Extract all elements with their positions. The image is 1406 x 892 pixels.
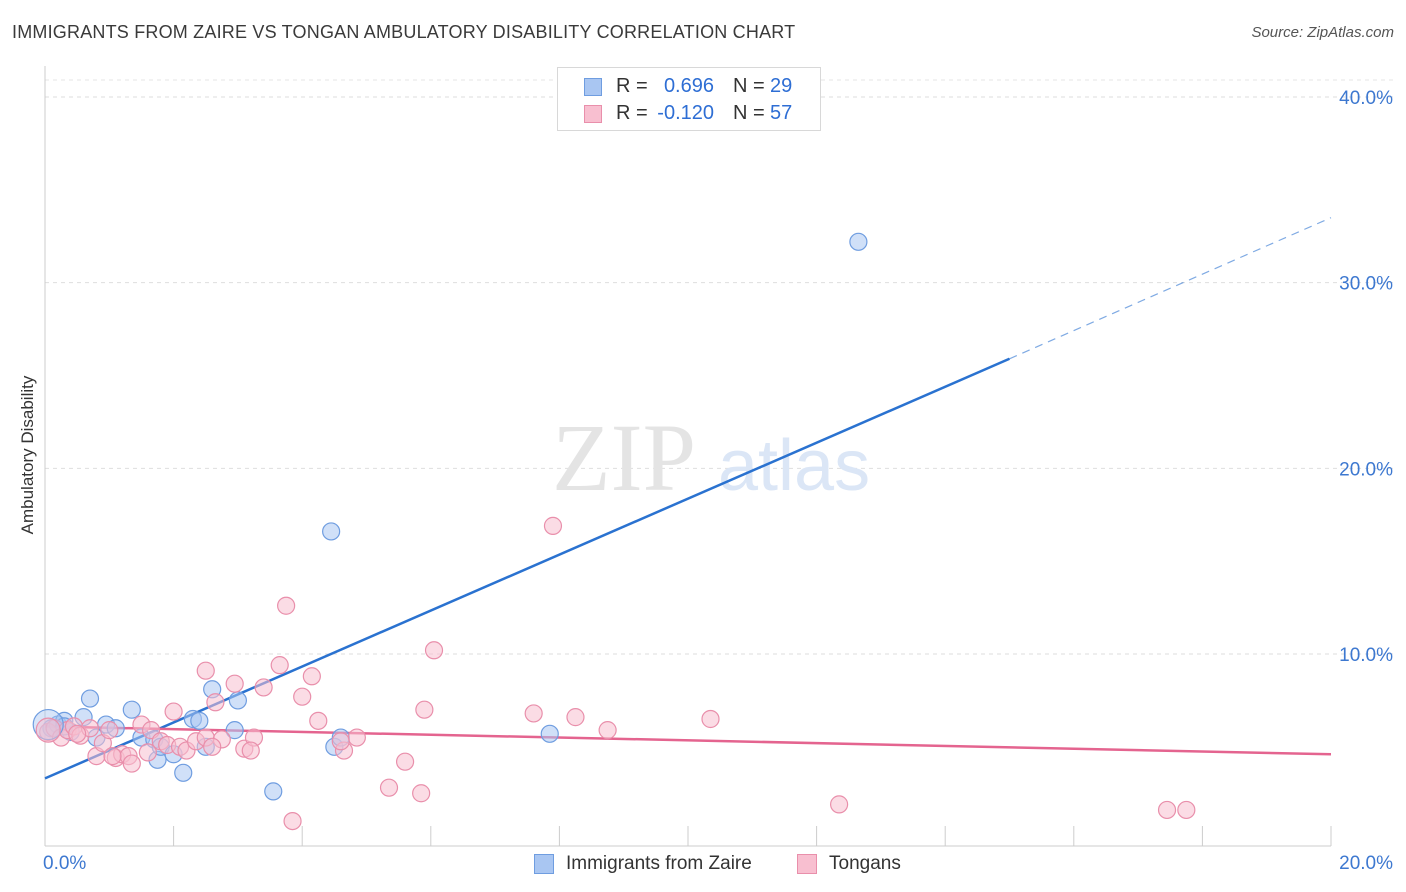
tick-labels: 10.0% 20.0% 30.0% 40.0% 0.0% 20.0% xyxy=(43,88,1393,874)
tongans-point xyxy=(395,752,415,771)
zaire-point xyxy=(264,782,283,801)
tongans-point xyxy=(598,721,617,740)
y-axis-label: Ambulatory Disability xyxy=(18,375,37,535)
tongans-point xyxy=(524,704,543,723)
tongans-point xyxy=(225,674,244,693)
tongans-point xyxy=(415,700,434,719)
watermark-zip: ZIP xyxy=(552,404,696,511)
watermark-atlas: atlas xyxy=(718,426,870,506)
tongans-point xyxy=(830,795,849,814)
tongans-point xyxy=(68,724,87,743)
tongans-point xyxy=(283,811,302,831)
tongans-point xyxy=(566,708,585,727)
tongans-point xyxy=(1177,800,1196,820)
tongans-legend-label: Tongans xyxy=(829,853,901,874)
tongans-point xyxy=(293,687,312,706)
data-points xyxy=(32,232,1196,831)
zaire-point xyxy=(122,700,141,719)
tongans-point xyxy=(379,778,399,797)
tongans-point xyxy=(331,732,350,751)
series-legend: Immigrants from Zaire Tongans xyxy=(0,850,1406,880)
tongans-point xyxy=(277,596,296,615)
x-tick-label: 20.0% xyxy=(1339,853,1393,874)
tongans-swatch xyxy=(584,105,602,123)
stats-legend: R = 0.696 N = 29 R = -0.120 N = 57 xyxy=(557,67,821,131)
r-label: R = xyxy=(616,102,648,124)
zaire-point xyxy=(228,691,247,710)
tongans-point xyxy=(309,711,328,730)
n-value: 57 xyxy=(770,102,793,124)
tongans-point xyxy=(35,717,61,743)
tongans-point xyxy=(302,667,321,686)
axes xyxy=(44,66,1332,847)
zaire-legend-label: Immigrants from Zaire xyxy=(566,853,752,874)
tongans-point xyxy=(203,737,222,756)
tongans-point xyxy=(206,693,225,712)
zaire-point xyxy=(80,689,100,708)
r-value: -0.120 xyxy=(657,102,714,124)
y-tick-label: 30.0% xyxy=(1339,274,1393,295)
tongans-point xyxy=(241,741,260,760)
watermark: ZIP atlas xyxy=(552,404,870,511)
tongans-point xyxy=(701,709,720,729)
zaire-point xyxy=(174,763,193,782)
tongans-point xyxy=(412,784,431,803)
tongans-point xyxy=(122,754,141,773)
r-label: R = xyxy=(616,75,648,97)
y-tick-label: 40.0% xyxy=(1339,88,1393,109)
y-tick-label: 10.0% xyxy=(1339,645,1393,666)
zaire-point xyxy=(190,711,209,730)
n-label: N = xyxy=(733,102,765,124)
zaire-swatch xyxy=(584,78,602,96)
tongans-point xyxy=(164,702,183,721)
r-value: 0.696 xyxy=(663,75,714,97)
zaire-point xyxy=(225,721,244,740)
source-label: Source: ZipAtlas.com xyxy=(1251,24,1394,41)
tongans-point xyxy=(196,661,215,680)
y-tick-label: 20.0% xyxy=(1339,459,1393,480)
tongans-legend-swatch xyxy=(797,854,817,874)
n-value: 29 xyxy=(770,75,793,97)
tongans-point xyxy=(270,656,289,675)
zaire-point xyxy=(322,522,341,541)
tongans-point xyxy=(103,747,122,766)
n-label: N = xyxy=(733,75,765,97)
zaire-point xyxy=(540,724,559,743)
tongans-point xyxy=(100,721,119,740)
chart-title: IMMIGRANTS FROM ZAIRE VS TONGAN AMBULATO… xyxy=(12,22,796,42)
tongans-point xyxy=(1157,800,1177,820)
zaire-legend-swatch xyxy=(534,854,554,874)
zaire-trend-extension xyxy=(1009,217,1332,360)
stats-row-zaire: R = 0.696 N = 29 xyxy=(558,72,820,102)
tongans-point xyxy=(347,728,366,747)
tongans-point xyxy=(543,516,563,535)
zaire-point xyxy=(849,232,868,251)
tongans-point xyxy=(254,678,273,697)
zaire-trend-line xyxy=(44,357,1010,780)
x-tick-label: 0.0% xyxy=(43,853,86,874)
stats-row-tongans: R = -0.120 N = 57 xyxy=(558,99,820,129)
grid-lines xyxy=(45,79,1394,655)
tongans-point xyxy=(138,743,157,762)
tongans-point xyxy=(424,641,444,660)
